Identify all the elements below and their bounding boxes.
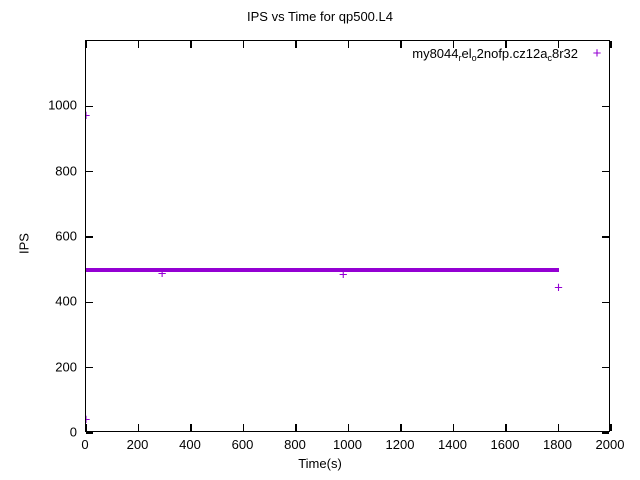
x-tick-mark	[242, 41, 245, 48]
data-point-marker: +	[86, 109, 90, 124]
x-tick-label: 200	[126, 437, 149, 452]
x-axis-title: Time(s)	[298, 456, 342, 471]
x-tick-mark	[400, 424, 402, 431]
data-point-marker: +	[554, 279, 563, 297]
y-tick-mark	[602, 432, 609, 434]
legend-marker-plus-icon: +	[592, 45, 602, 62]
data-point-marker: +	[86, 412, 90, 427]
x-tick-mark	[505, 41, 507, 48]
y-tick-mark	[602, 236, 609, 238]
x-tick-mark	[557, 424, 560, 431]
x-tick-label: 1000	[333, 437, 362, 452]
legend-text: 8r32	[551, 46, 578, 61]
data-dense-band	[86, 267, 559, 272]
x-tick-mark	[137, 424, 140, 431]
x-tick-mark	[295, 424, 297, 431]
x-tick-label: 1200	[385, 437, 415, 452]
data-point-marker: +	[157, 265, 167, 283]
y-tick-label: 600	[55, 228, 77, 244]
y-tick-mark	[602, 105, 609, 108]
plot-area: + + + + +	[85, 40, 612, 434]
x-tick-label: 1400	[438, 437, 467, 452]
x-tick-label: 600	[231, 437, 254, 452]
legend-subscript: c	[547, 53, 552, 63]
y-tick-mark	[86, 170, 93, 173]
x-tick-label: 1800	[543, 437, 572, 452]
legend-subscript: r	[458, 53, 462, 63]
x-tick-mark	[347, 424, 350, 431]
y-tick-mark	[86, 301, 93, 304]
y-tick-mark	[86, 236, 93, 238]
x-tick-label: 1600	[490, 437, 520, 452]
x-tick-mark	[505, 424, 507, 431]
y-tick-label: 0	[69, 424, 77, 440]
y-tick-label: 400	[55, 293, 77, 309]
x-tick-mark	[190, 424, 192, 431]
y-tick-label: 200	[55, 359, 77, 375]
x-tick-mark	[452, 424, 455, 431]
data-layer: + + + + +	[86, 41, 609, 431]
y-tick-label: 800	[55, 163, 77, 179]
legend-subscript: o	[471, 53, 477, 63]
x-tick-mark	[242, 424, 245, 431]
y-tick-mark	[86, 105, 93, 108]
x-tick-mark	[557, 41, 560, 48]
x-tick-mark	[452, 41, 455, 48]
x-tick-mark	[610, 424, 612, 431]
x-tick-mark	[190, 41, 192, 48]
legend-text: my8044	[412, 46, 459, 61]
x-tick-mark	[347, 41, 350, 48]
x-tick-mark	[610, 41, 612, 48]
x-tick-label: 0	[81, 437, 89, 452]
y-tick-mark	[86, 432, 93, 434]
x-tick-mark	[85, 424, 87, 431]
y-tick-mark	[602, 366, 609, 369]
x-tick-mark	[137, 41, 140, 48]
legend: my8044relo2nofp.cz12ac8r32 +	[412, 45, 616, 63]
x-tick-label: 2000	[595, 437, 625, 452]
y-axis-title: IPS	[16, 233, 32, 254]
y-tick-mark	[602, 170, 609, 173]
x-tick-mark	[295, 41, 297, 48]
x-tick-label: 800	[284, 437, 306, 452]
x-tick-mark	[400, 41, 402, 48]
y-tick-mark	[602, 301, 609, 304]
legend-series-label: my8044relo2nofp.cz12ac8r32	[412, 46, 578, 63]
data-point-marker: +	[338, 266, 348, 284]
legend-text: 2nofp.cz12a	[476, 46, 548, 61]
y-tick-mark	[86, 366, 93, 369]
x-tick-label: 400	[179, 437, 201, 452]
y-tick-label: 1000	[48, 97, 77, 113]
chart-title: IPS vs Time for qp500.L4	[247, 9, 393, 24]
legend-text: el	[461, 46, 472, 61]
x-tick-mark	[85, 41, 87, 48]
